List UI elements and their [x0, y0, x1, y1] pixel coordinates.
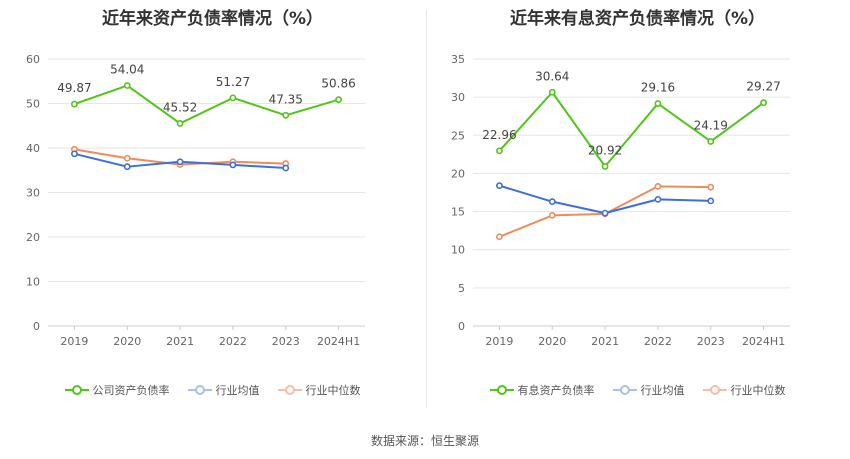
data-label: 47.35 — [269, 92, 303, 106]
data-point — [548, 88, 556, 96]
data-point — [707, 138, 715, 145]
data-label: 50.86 — [321, 77, 355, 91]
legend-marker-icon — [64, 384, 89, 396]
legend-label: 行业均值 — [640, 384, 685, 397]
series-line-1 — [74, 84, 339, 125]
data-label: 20.92 — [588, 143, 622, 157]
data-point — [229, 161, 237, 169]
data-label: 49.87 — [57, 81, 91, 95]
x-tick-label: 2023 — [272, 335, 300, 348]
chart-plot-area: 0 10 20 30 40 50 60 2019 2020 2021 2022 2023 2024H1 4… — [26, 53, 365, 348]
x-tick-label: 2019 — [485, 335, 513, 348]
y-tick-label: 10 — [26, 276, 40, 289]
data-point — [176, 158, 184, 166]
x-tick-label: 2023 — [697, 335, 725, 348]
legend-label: 行业中位数 — [730, 384, 786, 397]
legend-item-series-3[interactable]: 行业中位数 — [702, 382, 786, 398]
chart-plot-area: 0 5 10 15 20 25 30 35 2019 2020 2021 2022 2023 2024H1… — [451, 53, 790, 348]
data-point — [760, 99, 767, 107]
legend-label: 行业均值 — [215, 384, 260, 397]
legend-item-series-1[interactable]: 有息资产负债率 — [489, 382, 595, 398]
y-tick-label: 5 — [458, 282, 465, 295]
data-label: 22.96 — [482, 128, 516, 142]
x-tick-label: 2020 — [113, 335, 141, 348]
data-label: 24.19 — [694, 118, 728, 132]
data-point — [282, 111, 290, 119]
legend-item-series-3[interactable]: 行业中位数 — [277, 382, 361, 398]
y-tick-label: 15 — [451, 206, 465, 219]
y-tick-label: 30 — [26, 187, 40, 200]
data-point — [176, 120, 184, 127]
data-point — [71, 100, 78, 108]
y-tick-label: 30 — [451, 91, 465, 104]
data-label: 29.27 — [746, 80, 780, 94]
data-point — [654, 100, 662, 107]
legend-item-series-2[interactable]: 行业均值 — [187, 382, 260, 398]
data-point — [496, 182, 503, 190]
legend-label: 有息资产负债率 — [517, 384, 595, 397]
data-point — [654, 195, 662, 203]
x-tick-label: 2021 — [591, 335, 619, 348]
data-point — [123, 154, 131, 162]
data-point — [548, 211, 556, 219]
data-point — [229, 94, 237, 102]
y-tick-label: 40 — [26, 142, 40, 155]
data-point — [548, 198, 556, 206]
chart-legend: 有息资产负债率 行业均值 行业中位数 — [425, 382, 850, 398]
x-tick-label: 2022 — [644, 335, 672, 348]
data-point — [707, 183, 715, 191]
x-tick-label: 2024H1 — [742, 335, 785, 348]
y-tick-label: 50 — [26, 98, 40, 111]
legend-label: 公司资产负债率 — [92, 384, 170, 397]
panel-divider — [426, 10, 427, 408]
right-chart-panel: 近年来有息资产负债率情况（%） 0 5 10 15 20 25 30 35 2019 2020 20… — [425, 0, 850, 420]
legend-marker-icon — [612, 384, 637, 396]
x-tick-label: 2019 — [60, 335, 88, 348]
x-tick-label: 2024H1 — [317, 335, 360, 348]
data-point — [123, 163, 131, 171]
data-point — [654, 182, 662, 190]
data-label: 30.64 — [535, 69, 569, 83]
data-label: 51.27 — [216, 75, 250, 89]
y-tick-label: 35 — [451, 53, 465, 66]
y-tick-label: 20 — [451, 167, 465, 180]
y-tick-label: 10 — [451, 244, 465, 257]
legend-marker-icon — [277, 384, 302, 396]
left-chart-panel: 近年来资产负债率情况（%） 0 10 20 30 40 50 60 2019 2020 2021 2… — [0, 0, 425, 420]
data-point — [601, 209, 609, 217]
chart-legend: 公司资产负债率 行业均值 行业中位数 — [0, 382, 425, 398]
legend-marker-icon — [702, 384, 727, 396]
data-label: 29.16 — [641, 81, 675, 95]
y-tick-label: 20 — [26, 231, 40, 244]
data-point — [496, 147, 503, 155]
data-label: 45.52 — [163, 100, 197, 114]
chart-title: 近年来有息资产负债率情况（%） — [509, 9, 766, 29]
y-tick-label: 60 — [26, 53, 40, 66]
chart-title: 近年来资产负债率情况（%） — [101, 9, 324, 29]
y-tick-label: 25 — [451, 129, 465, 142]
x-tick-label: 2022 — [219, 335, 247, 348]
series-line-2 — [499, 184, 711, 215]
data-source-note: 数据来源：恒生聚源 — [370, 434, 479, 448]
y-tick-label: 0 — [458, 320, 465, 333]
data-point — [707, 197, 715, 205]
data-label: 54.04 — [110, 63, 144, 77]
legend-marker-icon — [187, 384, 212, 396]
legend-item-series-2[interactable]: 行业均值 — [612, 382, 685, 398]
data-point — [71, 150, 78, 158]
data-point — [123, 82, 131, 89]
data-point — [601, 163, 609, 170]
y-tick-label: 0 — [33, 320, 40, 333]
data-point — [335, 96, 342, 104]
x-tick-label: 2021 — [166, 335, 194, 348]
data-point — [282, 164, 290, 172]
legend-marker-icon — [489, 384, 514, 396]
legend-label: 行业中位数 — [305, 384, 361, 397]
x-tick-label: 2020 — [538, 335, 566, 348]
data-point — [496, 233, 503, 241]
series-line-1 — [498, 91, 765, 168]
legend-item-series-1[interactable]: 公司资产负债率 — [64, 382, 170, 398]
